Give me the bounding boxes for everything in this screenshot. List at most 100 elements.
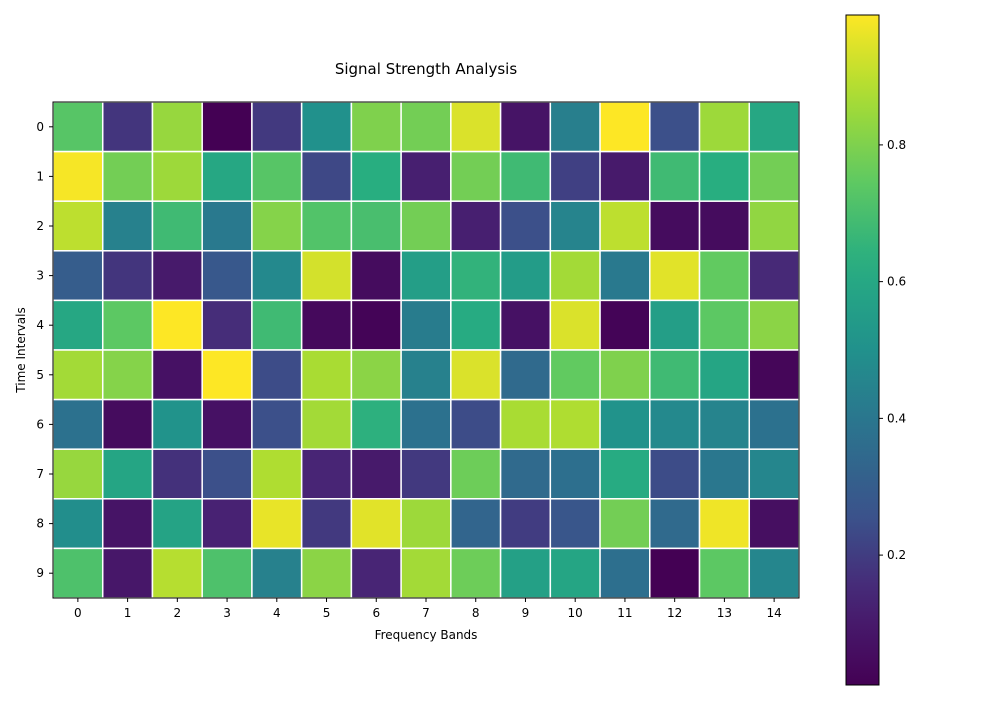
- heatmap-cell: [251, 498, 303, 550]
- heatmap-cell: [201, 547, 253, 599]
- heatmap-cell: [201, 250, 253, 302]
- heatmap-cell: [400, 498, 452, 550]
- heatmap-cell: [400, 150, 452, 202]
- y-tick-label: 6: [36, 417, 44, 431]
- heatmap-cell: [151, 299, 203, 351]
- heatmap-cell: [549, 398, 601, 450]
- heatmap-cell: [599, 250, 651, 302]
- heatmap-cell: [201, 101, 253, 153]
- heatmap-cell: [549, 200, 601, 252]
- heatmap-cell: [151, 398, 203, 450]
- y-axis-label: Time Intervals: [14, 307, 28, 393]
- heatmap-cell: [748, 547, 800, 599]
- heatmap-cell: [101, 250, 154, 302]
- heatmap-cell: [499, 448, 552, 500]
- colorbar-tick-label: 0.4: [887, 411, 906, 425]
- x-axis-label: Frequency Bands: [375, 628, 478, 642]
- colorbar: 0.2 0.4 0.6 0.8: [845, 14, 906, 686]
- heatmap-cell: [698, 398, 751, 450]
- heatmap-cell: [649, 299, 701, 351]
- heatmap-cell: [400, 547, 452, 599]
- y-tick-label: 4: [36, 318, 44, 332]
- heatmap-cell: [350, 101, 402, 153]
- heatmap-cell: [499, 150, 552, 202]
- colorbar-tick-label: 0.2: [887, 548, 906, 562]
- heatmap-cell: [52, 101, 104, 153]
- x-tick-label: 13: [717, 606, 732, 620]
- chart-title: Signal Strength Analysis: [335, 60, 517, 78]
- heatmap-cell: [151, 101, 203, 153]
- heatmap-cell: [101, 498, 154, 550]
- heatmap-cell: [400, 101, 452, 153]
- x-tick-label: 2: [174, 606, 182, 620]
- heatmap-cells: [52, 101, 800, 599]
- heatmap-cell: [52, 547, 104, 599]
- heatmap-cell: [350, 398, 402, 450]
- heatmap-cell: [300, 200, 353, 252]
- y-tick-label: 2: [36, 219, 44, 233]
- heatmap-cell: [450, 101, 502, 153]
- heatmap-cell: [549, 448, 601, 500]
- heatmap-cell: [499, 200, 552, 252]
- heatmap-cell: [649, 349, 701, 401]
- heatmap-cell: [698, 498, 751, 550]
- heatmap-cell: [698, 200, 751, 252]
- heatmap-cell: [450, 547, 502, 599]
- heatmap-cell: [599, 498, 651, 550]
- heatmap-cell: [549, 150, 601, 202]
- heatmap-cell: [300, 150, 353, 202]
- heatmap-cell: [649, 150, 701, 202]
- heatmap-cell: [698, 150, 751, 202]
- heatmap-cell: [450, 498, 502, 550]
- heatmap-cell: [251, 101, 303, 153]
- heatmap-cell: [52, 349, 104, 401]
- heatmap-cell: [499, 299, 552, 351]
- y-tick-label: 3: [36, 269, 44, 283]
- heatmap-cell: [201, 398, 253, 450]
- heatmap-cell: [101, 349, 154, 401]
- x-tick-label: 11: [617, 606, 632, 620]
- heatmap-cell: [450, 200, 502, 252]
- y-tick-label: 1: [36, 169, 44, 183]
- heatmap-cell: [549, 349, 601, 401]
- heatmap-cell: [549, 498, 601, 550]
- heatmap-cell: [251, 349, 303, 401]
- heatmap-cell: [52, 398, 104, 450]
- heatmap-cell: [549, 547, 601, 599]
- heatmap-cell: [300, 250, 353, 302]
- y-axis: 0 1 2 3 4 5 6 7 8 9: [36, 120, 53, 580]
- heatmap-cell: [450, 448, 502, 500]
- heatmap-cell: [101, 398, 154, 450]
- heatmap-cell: [499, 101, 552, 153]
- heatmap-cell: [251, 547, 303, 599]
- x-tick-label: 14: [766, 606, 781, 620]
- heatmap-cell: [400, 200, 452, 252]
- heatmap-cell: [101, 200, 154, 252]
- heatmap-cell: [499, 547, 552, 599]
- heatmap-cell: [101, 150, 154, 202]
- heatmap-cell: [52, 498, 104, 550]
- heatmap-cell: [698, 349, 751, 401]
- heatmap-cell: [599, 398, 651, 450]
- x-tick-label: 5: [323, 606, 331, 620]
- y-tick-label: 8: [36, 517, 44, 531]
- heatmap-cell: [52, 299, 104, 351]
- heatmap-cell: [748, 150, 800, 202]
- colorbar-tick-label: 0.6: [887, 275, 906, 289]
- heatmap-cell: [101, 299, 154, 351]
- heatmap-cell: [748, 448, 800, 500]
- heatmap-cell: [101, 101, 154, 153]
- heatmap-cell: [649, 448, 701, 500]
- heatmap-cell: [151, 349, 203, 401]
- colorbar-gradient: [845, 14, 880, 686]
- heatmap-cell: [649, 547, 701, 599]
- heatmap-cell: [549, 250, 601, 302]
- heatmap-cell: [350, 349, 402, 401]
- y-tick-label: 5: [36, 368, 44, 382]
- heatmap-cell: [499, 498, 552, 550]
- heatmap-cell: [350, 299, 402, 351]
- heatmap-cell: [649, 101, 701, 153]
- heatmap-cell: [52, 150, 104, 202]
- heatmap-cell: [599, 101, 651, 153]
